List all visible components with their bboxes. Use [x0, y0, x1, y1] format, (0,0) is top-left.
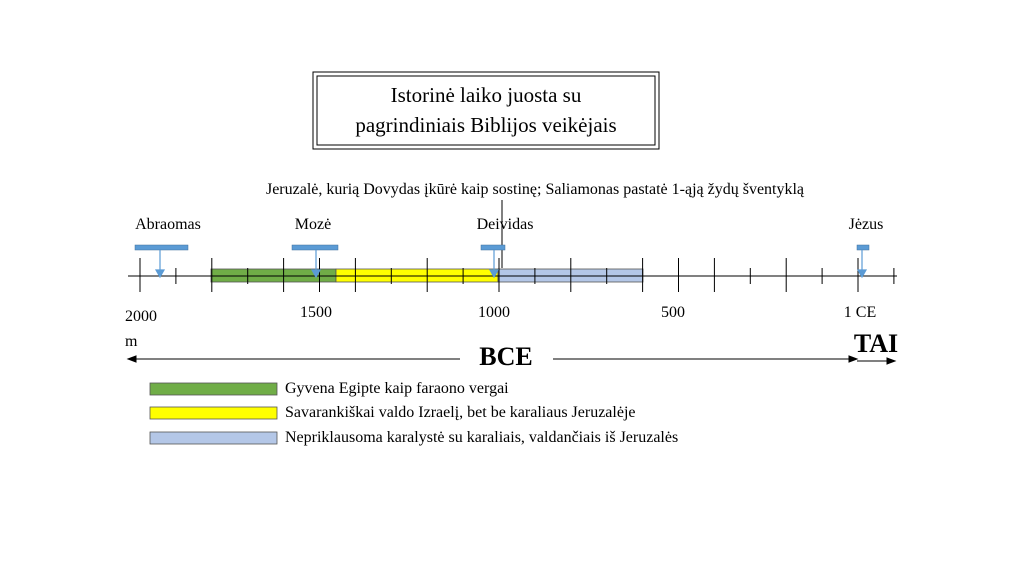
axis-ticks	[139, 258, 895, 292]
person-label: Deividas	[476, 216, 534, 233]
person-marker	[856, 244, 870, 251]
person-arrows	[154, 250, 868, 279]
legend-label: Gyvena Egipte kaip faraono vergai	[285, 380, 509, 397]
arrow-head	[126, 355, 137, 363]
legend-label: Nepriklausoma karalystė su karaliais, va…	[285, 429, 679, 446]
person-markers	[134, 244, 870, 251]
axis-label: 1000	[478, 304, 510, 321]
era-label: TAI	[853, 329, 899, 358]
title-line: Istorinė laiko juosta su	[390, 83, 582, 107]
legend-swatch	[149, 382, 278, 396]
arrow-head	[488, 269, 500, 279]
title-line: pagrindiniais Biblijos veikėjais	[355, 113, 617, 137]
person-marker	[134, 244, 189, 251]
arrow-head	[310, 269, 322, 279]
title-box-inner	[316, 75, 656, 146]
annotation: Jeruzalė, kurią Dovydas įkūrė kaip sosti…	[265, 181, 805, 198]
axis-label: 1 CE	[843, 304, 877, 321]
title-box-outer	[312, 71, 660, 150]
arrow-head	[886, 357, 897, 365]
legend-swatch	[149, 406, 278, 420]
person-marker	[291, 244, 339, 251]
axis-label: 1500	[300, 304, 332, 321]
era-label: BCE	[479, 342, 533, 371]
arrow-head	[856, 269, 868, 279]
person-label: Abraomas	[135, 216, 201, 233]
legend-swatch	[149, 431, 278, 445]
person-marker	[480, 244, 506, 251]
person-label: Mozė	[294, 216, 332, 233]
axis-label: 2000 m	[125, 308, 157, 350]
arrow-head	[154, 269, 166, 279]
person-label: Jėzus	[848, 216, 884, 233]
arrow-head	[848, 355, 859, 363]
legend-label: Savarankiškai valdo Izraelį, bet be kara…	[285, 404, 636, 421]
axis-label: 500	[661, 304, 685, 321]
era-arrows	[126, 355, 897, 365]
